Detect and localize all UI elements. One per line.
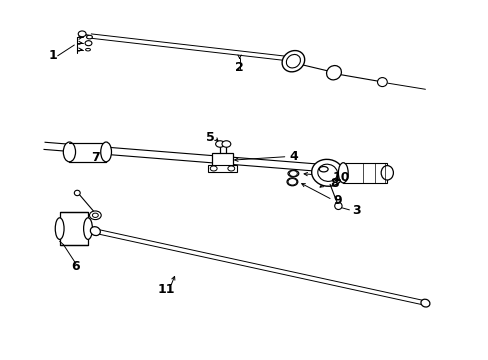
Polygon shape bbox=[43, 142, 337, 173]
Ellipse shape bbox=[311, 159, 343, 186]
Ellipse shape bbox=[55, 218, 64, 239]
Text: 6: 6 bbox=[71, 260, 80, 273]
Text: 7: 7 bbox=[91, 151, 100, 164]
Text: 3: 3 bbox=[352, 204, 361, 217]
Bar bbox=[69, 143, 106, 162]
Ellipse shape bbox=[86, 35, 92, 39]
Circle shape bbox=[222, 141, 230, 147]
Ellipse shape bbox=[334, 202, 342, 210]
Ellipse shape bbox=[286, 54, 300, 68]
Ellipse shape bbox=[282, 50, 304, 72]
Ellipse shape bbox=[338, 163, 347, 183]
Ellipse shape bbox=[90, 227, 100, 235]
Text: 10: 10 bbox=[331, 171, 349, 184]
Ellipse shape bbox=[101, 142, 111, 162]
Bar bbox=[343, 163, 386, 183]
Circle shape bbox=[289, 171, 297, 176]
Ellipse shape bbox=[85, 49, 90, 51]
Ellipse shape bbox=[83, 218, 92, 239]
Ellipse shape bbox=[377, 77, 386, 86]
Text: 2: 2 bbox=[235, 61, 244, 74]
Ellipse shape bbox=[74, 190, 80, 196]
Ellipse shape bbox=[286, 178, 297, 186]
Text: 8: 8 bbox=[330, 177, 339, 190]
Polygon shape bbox=[94, 229, 426, 305]
Circle shape bbox=[78, 31, 86, 37]
Text: 5: 5 bbox=[205, 131, 214, 144]
Text: 1: 1 bbox=[48, 49, 57, 62]
Circle shape bbox=[85, 41, 92, 46]
Ellipse shape bbox=[317, 164, 337, 181]
Circle shape bbox=[89, 211, 101, 220]
Text: 4: 4 bbox=[288, 150, 297, 163]
Ellipse shape bbox=[287, 170, 298, 177]
Ellipse shape bbox=[381, 166, 392, 180]
Circle shape bbox=[287, 179, 296, 185]
Ellipse shape bbox=[420, 299, 429, 307]
Circle shape bbox=[210, 166, 217, 171]
Text: 9: 9 bbox=[332, 194, 341, 207]
Polygon shape bbox=[90, 34, 288, 61]
Ellipse shape bbox=[63, 142, 76, 162]
Bar bbox=[60, 212, 88, 245]
Circle shape bbox=[215, 141, 224, 147]
Circle shape bbox=[92, 213, 98, 217]
Bar bbox=[211, 153, 233, 166]
Text: 11: 11 bbox=[157, 283, 175, 296]
Ellipse shape bbox=[319, 166, 327, 172]
Circle shape bbox=[227, 166, 234, 171]
Bar bbox=[207, 165, 237, 172]
Ellipse shape bbox=[326, 66, 341, 80]
